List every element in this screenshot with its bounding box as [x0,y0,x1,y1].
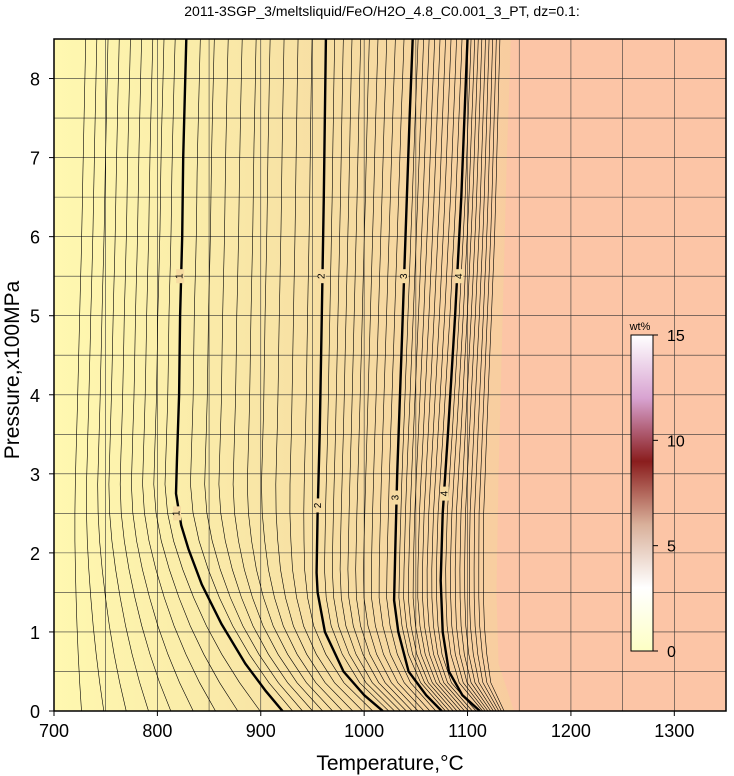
contour-line [371,39,425,711]
contour-label: 3 [391,494,402,500]
x-tick-label: 700 [39,721,69,741]
contour-line [378,39,431,711]
contour-line [473,39,500,711]
x-tick-label: 1200 [551,721,591,741]
x-tick-label: 900 [246,721,276,741]
contour-label: 2 [313,502,324,508]
contour-line [190,39,293,711]
y-tick-label: 6 [30,228,40,248]
thin-contours [74,39,505,711]
contour-line [204,39,303,711]
contour-line [131,39,194,711]
contour-line [218,39,313,711]
contour-line [422,39,465,711]
x-tick-label: 1100 [448,721,487,741]
y-tick-label: 7 [30,149,40,169]
y-tick-label: 3 [30,465,40,485]
x-axis-ticks: 700 800 900 1000 1100 1200 1300 [39,711,694,741]
colorbar-body [630,334,654,652]
contour-line [454,39,489,711]
contour-line [464,39,494,711]
contour-label-bg [317,269,326,284]
colorbar-tick-label: 5 [667,539,676,556]
contour-line [450,39,486,711]
contour-line [468,39,497,711]
contour-line [303,39,373,711]
labeled-contours: 1 1 2 2 3 3 4 4 [172,39,481,711]
contour-label: 4 [439,490,450,496]
y-tick-label: 4 [30,386,40,406]
contour-line [275,39,353,711]
y-tick-label: 0 [30,702,40,722]
contour-line-4 [439,39,481,711]
contour-line [119,39,172,711]
contour-label-bg [400,269,409,284]
contour-label: 3 [399,273,410,279]
colorbar-tick-label: 15 [667,328,685,345]
contour-line [398,39,446,711]
contour-line [289,39,363,711]
contour-label: 1 [175,273,186,279]
contour-label-bg [173,506,182,521]
x-tick-label: 800 [142,721,172,741]
contour-line [478,39,502,711]
contour-line [403,39,450,711]
contour-line [445,39,483,711]
contour-line [459,39,491,711]
contour-label-bg [176,269,185,284]
contour-label: 2 [316,273,327,279]
y-axis-title: Pressure,x100MPa [1,280,24,459]
contour-line [412,39,458,711]
contour-line-3 [392,39,443,711]
plot-area: 1 1 2 2 3 3 4 4 [54,39,726,711]
contour-line [355,39,413,711]
colorbar-ticks: 0 5 10 15 [653,328,685,661]
contour-line [483,39,505,711]
contour-label: 4 [454,273,465,279]
contour-line [386,39,437,711]
contour-label-bg [455,269,464,284]
contour-line [261,39,343,711]
y-tick-label: 5 [30,307,40,327]
contour-line [426,39,469,711]
contour-label: 1 [172,510,183,516]
contour-line [339,39,401,711]
contour-line [347,39,407,711]
colorbar: wt% 0 5 10 15 [629,321,685,661]
contour-line [86,39,105,711]
contour-line [164,39,261,711]
high-value-region [496,39,726,711]
y-tick-label: 1 [30,623,40,643]
contour-label-bg [440,486,449,501]
contour-label-bg [314,498,323,513]
contour-line [417,39,462,711]
colorbar-tick-label: 10 [667,433,685,450]
contour-line [363,39,419,711]
colorbar-unit: wt% [629,321,651,333]
contour-line [153,39,239,711]
x-tick-label: 1000 [344,721,384,741]
contour-line [436,39,477,711]
contour-line [246,39,333,711]
contour-line [407,39,454,711]
contour-line [324,39,389,711]
contour-line [108,39,149,711]
chart-title: 2011-3SGP_3/meltsliquid/FeO/H2O_4.8_C0.0… [184,3,579,19]
contour-label-bg [392,490,401,505]
plot-frame [53,38,727,712]
y-tick-label: 8 [30,70,40,90]
contour-line [97,39,127,711]
contour-line [331,39,395,711]
contour-line [74,39,87,711]
contour-line [232,39,323,711]
x-axis-title: Temperature,°C [316,752,463,775]
x-tick-label: 1300 [654,721,694,741]
y-tick-label: 2 [30,544,40,564]
y-axis-ticks: 0 1 2 3 4 5 6 7 8 [30,70,54,722]
colorbar-tick-label: 0 [667,644,676,661]
contour-line [431,39,473,711]
contour-line [142,39,216,711]
